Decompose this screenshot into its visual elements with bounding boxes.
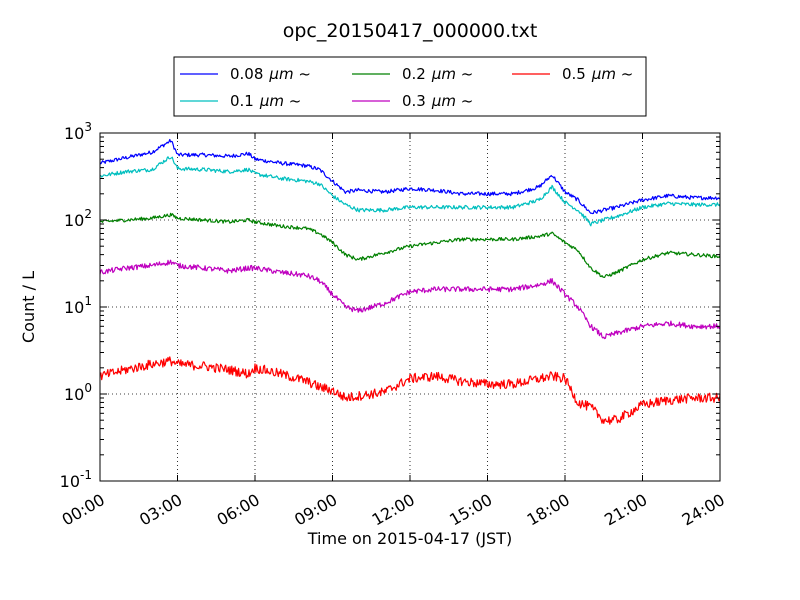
- legend-item: 0.1 μm ~: [180, 92, 301, 110]
- x-axis-title: Time on 2015-04-17 (JST): [307, 529, 512, 548]
- chart-title: opc_20150417_000000.txt: [283, 20, 538, 42]
- y-tick-label-exponent: 1: [84, 294, 92, 308]
- y-tick-label: 102: [64, 207, 92, 230]
- y-tick-label-base: 10: [60, 472, 80, 491]
- series-line-0-08: [99, 138, 721, 215]
- legend-item: 0.2 μm ~: [352, 65, 473, 83]
- legend-unit: μm ~: [268, 65, 311, 83]
- tick-marks: [99, 132, 721, 482]
- y-tick-label: 101: [64, 294, 92, 317]
- legend-label: 0.2 μm ~: [402, 65, 473, 83]
- legend-unit: μm ~: [431, 65, 474, 83]
- legend-item: 0.3 μm ~: [352, 92, 473, 110]
- y-tick-label-base: 10: [64, 298, 84, 317]
- series-line-0-5: [99, 356, 721, 425]
- grid-lines: [100, 133, 720, 481]
- legend-box: [173, 56, 647, 117]
- legend-size: 0.5: [562, 65, 586, 83]
- legend-unit: μm ~: [259, 92, 302, 110]
- legend-item: 0.08 μm ~: [180, 65, 311, 83]
- legend-items: 0.08 μm ~ 0.1 μm ~ 0.2 μm ~ 0.3 μm ~ 0.5 μm ~: [180, 65, 633, 110]
- legend-label: 0.08 μm ~: [230, 65, 311, 83]
- y-tick-label: 100: [64, 381, 92, 404]
- y-axis-title: Count / L: [19, 271, 38, 343]
- legend-unit: μm ~: [431, 92, 474, 110]
- y-tick-label-base: 10: [64, 211, 84, 230]
- y-tick-label-exponent: 3: [84, 120, 92, 134]
- y-tick-label-exponent: 2: [84, 207, 92, 221]
- legend-size: 0.1: [230, 92, 254, 110]
- plot-area: [99, 132, 721, 482]
- series-line-0-3: [99, 259, 721, 340]
- legend-item: 0.5 μm ~: [512, 65, 633, 83]
- legend-size: 0.2: [402, 65, 426, 83]
- y-tick-label-exponent: -1: [80, 468, 92, 482]
- legend-unit: μm ~: [591, 65, 634, 83]
- legend: 0.08 μm ~ 0.1 μm ~ 0.2 μm ~ 0.3 μm ~ 0.5 μm ~: [173, 56, 647, 117]
- legend-label: 0.5 μm ~: [562, 65, 633, 83]
- y-tick-label-base: 10: [64, 124, 84, 143]
- legend-label: 0.1 μm ~: [230, 92, 301, 110]
- y-tick-label-base: 10: [64, 385, 84, 404]
- series-line-0-2: [99, 212, 721, 278]
- legend-label: 0.3 μm ~: [402, 92, 473, 110]
- series-line-0-1: [99, 156, 721, 227]
- y-tick-label: 103: [64, 120, 92, 143]
- legend-size: 0.08: [230, 65, 263, 83]
- series-lines: [99, 138, 721, 425]
- legend-size: 0.3: [402, 92, 426, 110]
- y-tick-label: 10-1: [60, 468, 92, 491]
- y-tick-label-exponent: 0: [84, 381, 92, 395]
